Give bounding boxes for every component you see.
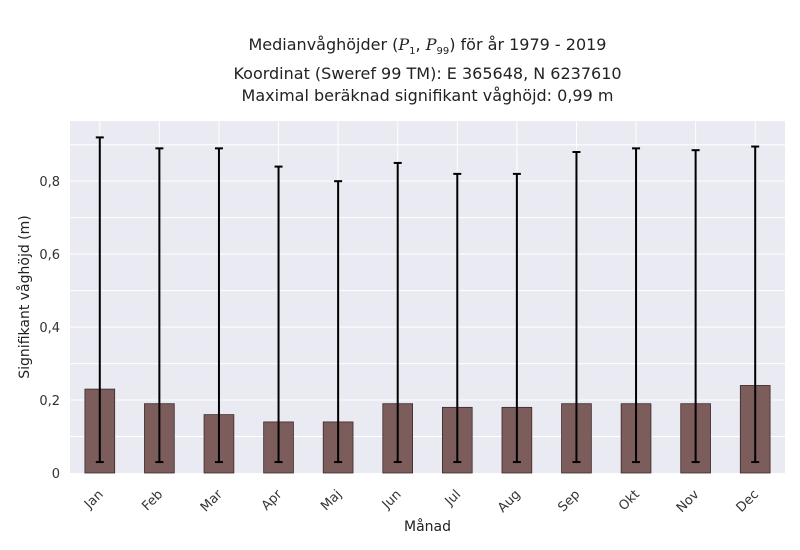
errorbar-feb xyxy=(155,147,164,464)
y-tick-label: 0 xyxy=(52,467,60,482)
y-tick-label: 0,4 xyxy=(39,321,60,336)
errorbar-dec xyxy=(751,145,760,464)
errorbar-okt xyxy=(632,147,641,464)
y-axis-ticks: 0 0,2 0,4 0,6 0,8 xyxy=(39,175,60,482)
chart-title-block: Medianvåghöjder (P1, P99) för år 1979 - … xyxy=(70,34,785,107)
chart-subtitle-coordinates: Koordinat (Sweref 99 TM): E 365648, N 62… xyxy=(233,64,622,84)
errorbar-jun xyxy=(393,161,402,464)
x-axis-label: Månad xyxy=(404,518,451,535)
y-tick-label: 0,8 xyxy=(39,175,60,190)
y-tick-label: 0,2 xyxy=(39,394,60,409)
error-bars xyxy=(95,136,760,464)
errorbar-mar xyxy=(214,147,223,464)
errorbar-nov xyxy=(691,149,700,464)
y-tick-label: 0,6 xyxy=(39,248,60,263)
x-tick-label: Apr xyxy=(259,487,286,514)
errorbar-apr xyxy=(274,165,283,464)
x-tick-label: Sep xyxy=(555,487,583,515)
x-tick-label: Maj xyxy=(318,487,345,514)
x-tick-label: Dec xyxy=(734,487,762,515)
x-tick-label: Okt xyxy=(616,487,643,514)
chart-title: Medianvåghöjder (P1, P99) för år 1979 - … xyxy=(248,35,607,58)
x-tick-label: Feb xyxy=(139,487,166,514)
errorbar-jul xyxy=(453,172,462,464)
x-tick-label: Jun xyxy=(379,487,405,513)
x-tick-label: Jan xyxy=(81,487,106,512)
chart-subtitle-max-height: Maximal beräknad signifikant våghöjd: 0,… xyxy=(241,86,614,106)
x-axis-ticks: Jan Feb Mar Apr Maj Jun Jul Aug Sep Okt Nov Dec xyxy=(81,487,762,516)
errorbar-sep xyxy=(572,151,581,464)
errorbar-jan xyxy=(95,136,104,464)
x-tick-label: Jul xyxy=(442,487,464,509)
errorbar-maj xyxy=(334,180,343,464)
x-tick-label: Mar xyxy=(198,487,226,515)
x-tick-label: Aug xyxy=(495,487,524,516)
y-axis-label: Signifikant våghöjd (m) xyxy=(16,215,33,378)
errorbar-aug xyxy=(512,172,521,464)
plot-area xyxy=(70,121,785,473)
x-tick-label: Nov xyxy=(674,487,703,516)
